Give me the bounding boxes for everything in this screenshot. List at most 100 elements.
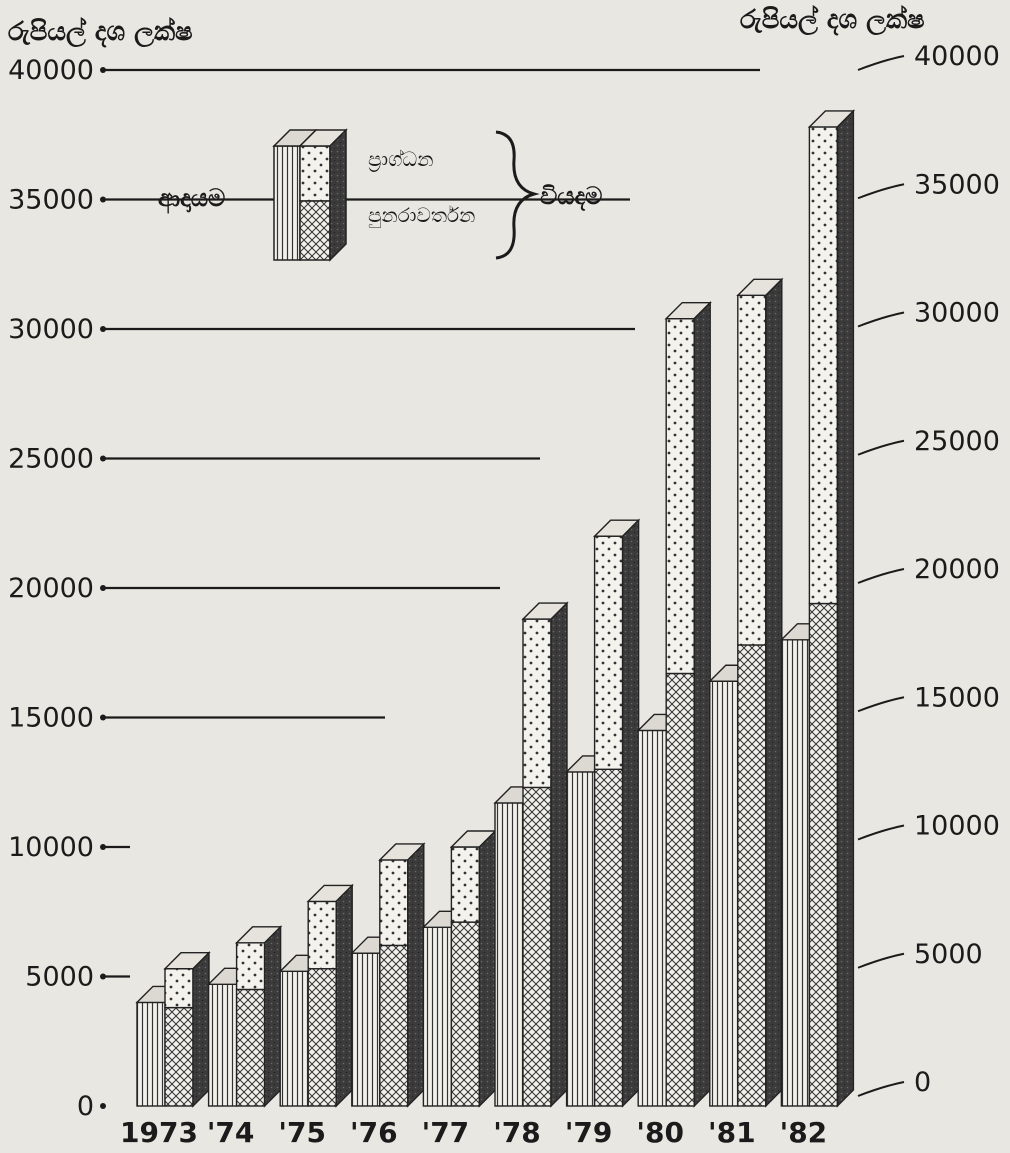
x-tick-label: '82 [780, 1116, 828, 1149]
bar-group [636, 300, 712, 1108]
y-axis-right: 0 5000 10000 15000 20000 25000 30000 35000 40000 [857, 41, 1000, 1098]
y-tick-label-right: 35000 [914, 169, 1000, 200]
bar-capital [737, 294, 767, 646]
legend-label-recurrent: පුනරාවර්තන [368, 203, 475, 229]
bar-expenditure-side [335, 883, 353, 1108]
bar-capital [164, 968, 194, 1009]
bar-group [278, 883, 354, 1108]
bar-recurrent [164, 1006, 194, 1107]
y-tick-leader-right [857, 696, 905, 713]
bar-capital [522, 618, 552, 789]
y-tick-label-left: 25000 [8, 444, 94, 475]
bar-group [708, 277, 784, 1108]
bar-capital [665, 317, 695, 675]
y-tick-label-right: 20000 [914, 554, 1000, 585]
legend-label-capital: ප්‍රාග්ධන [368, 147, 433, 173]
y-tick-dot-left [100, 67, 106, 73]
y-tick-dot-left [100, 196, 106, 203]
y-tick-leader-right [857, 1081, 905, 1097]
bar-expenditure-side [192, 951, 210, 1108]
x-tick-label: '78 [493, 1116, 541, 1149]
bar-income [709, 680, 739, 1107]
x-tick-label: '77 [422, 1116, 470, 1149]
y-tick-dot-left [100, 455, 106, 462]
bar-income [780, 639, 811, 1107]
y-tick-leader-right [857, 824, 905, 841]
x-axis: 1973 '74 '75 '76 '77 '78 '79 '80 '81 '82 [120, 1116, 827, 1149]
bar-income [351, 952, 381, 1107]
y-tick-label-left: 15000 [8, 703, 94, 734]
bar-income [565, 771, 596, 1107]
y-tick-leader-right [857, 439, 905, 456]
bar-income [279, 970, 309, 1107]
y-tick-label-right: 0 [914, 1067, 931, 1098]
bar-income [637, 729, 667, 1107]
y-tick-label-right: 5000 [914, 939, 983, 970]
bar-group [493, 601, 569, 1108]
bar-group [135, 951, 211, 1108]
bar-expenditure-side [263, 925, 282, 1108]
y-tick-dot-left [100, 585, 106, 591]
bar-group [779, 109, 856, 1108]
bars [135, 109, 856, 1108]
y-tick-label-right: 30000 [914, 298, 1000, 329]
x-tick-label: '74 [207, 1116, 255, 1149]
legend-swatch [272, 128, 348, 262]
x-tick-label: 1973 [120, 1116, 198, 1149]
y-tick-label-left: 35000 [8, 185, 94, 216]
bar-recurrent [593, 768, 624, 1107]
y-tick-label-right: 25000 [914, 426, 1000, 457]
y-tick-label-left: 0 [77, 1091, 94, 1122]
y-tick-dot-left [100, 714, 106, 721]
bar-capital [593, 535, 624, 771]
bar-group [350, 842, 426, 1108]
bar-capital [307, 900, 337, 970]
y-tick-label-left: 10000 [8, 832, 94, 863]
y-tick-dot-left [100, 1103, 106, 1109]
legend-brace [495, 130, 540, 260]
bar-expenditure-side [407, 842, 425, 1108]
bar-capital [450, 846, 481, 923]
guide-lines [104, 68, 760, 978]
y-unit-label-right: රුපියල් දශ ලක්ෂ [740, 5, 925, 36]
bar-recurrent [235, 988, 266, 1107]
bar-expenditure-side [765, 277, 783, 1108]
y-tick-dot-left [100, 326, 106, 332]
bar-capital [235, 942, 266, 991]
y-tick-label-right: 40000 [914, 41, 1000, 72]
x-tick-label: '81 [708, 1116, 756, 1149]
y-tick-leader-right [857, 568, 905, 584]
bar-income [207, 983, 238, 1107]
y-tick-leader-right [857, 183, 905, 200]
bar-group [206, 925, 283, 1108]
x-tick-label: '80 [636, 1116, 684, 1149]
y-tick-leader-right [857, 55, 905, 71]
legend-label-income: ආදායම [158, 184, 225, 214]
y-tick-label-left: 20000 [8, 573, 94, 604]
bar-group [564, 518, 641, 1108]
bar-capital [379, 859, 409, 947]
bar-recurrent [450, 921, 481, 1107]
y-tick-label-right: 15000 [914, 682, 1000, 713]
bar-income [494, 802, 524, 1107]
bar-recurrent [522, 786, 552, 1107]
bar-expenditure-side [836, 109, 855, 1108]
bar-expenditure-side [550, 601, 568, 1108]
x-tick-label: '76 [350, 1116, 398, 1149]
bar-recurrent [808, 602, 839, 1107]
legend-label-expenditure: වියදම [540, 182, 602, 212]
bar-expenditure-side [693, 300, 711, 1108]
x-tick-label: '75 [278, 1116, 326, 1149]
y-tick-leader-right [857, 952, 905, 969]
y-tick-leader-right [857, 311, 905, 328]
bar-income [136, 1001, 166, 1107]
bar-income [422, 926, 453, 1107]
y-tick-label-left: 30000 [8, 314, 94, 345]
y-axis-left: 0 5000 10000 15000 20000 25000 30000 35000 40000 [8, 55, 106, 1122]
bar-group [421, 829, 498, 1108]
bar-expenditure-side [621, 518, 640, 1108]
bar-expenditure-side [478, 829, 497, 1108]
bar-recurrent [307, 968, 337, 1107]
y-tick-dot-left [100, 973, 106, 980]
